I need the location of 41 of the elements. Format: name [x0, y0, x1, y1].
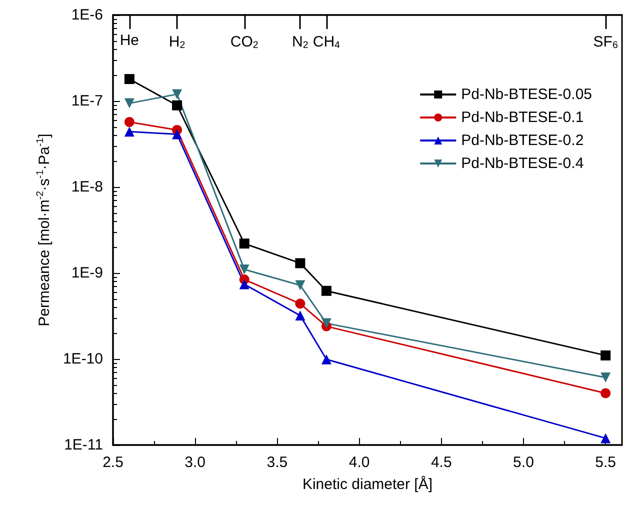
x-tick-label: 2.5 [102, 454, 124, 471]
x-tick-label: 4.0 [348, 454, 370, 471]
x-axis-title: Kinetic diameter [Å] [302, 475, 433, 493]
x-tick-label: 4.5 [430, 454, 452, 471]
point [600, 372, 611, 382]
legend-label: Pd-Nb-BTESE-0.4 [461, 155, 584, 172]
legend-label: Pd-Nb-BTESE-0.05 [461, 86, 592, 103]
point [295, 280, 306, 290]
x-tick-label: 5.5 [595, 454, 616, 471]
point [239, 264, 250, 274]
y-tick-label: 1E-6 [71, 6, 103, 24]
point [124, 116, 134, 127]
point [124, 126, 134, 137]
point [172, 89, 182, 100]
x-tick-label: 5.0 [513, 454, 534, 471]
point [321, 286, 332, 296]
point [239, 279, 250, 290]
point [124, 98, 134, 108]
y-tick-label: 1E-11 [64, 436, 103, 454]
x-tick-label: 3.0 [184, 454, 206, 471]
legend-label: Pd-Nb-BTESE-0.1 [461, 109, 584, 126]
x-tick-label: 3.5 [266, 454, 288, 471]
point [239, 238, 250, 249]
point [321, 318, 332, 328]
point [600, 350, 611, 360]
y-tick-label: 1E-10 [62, 350, 103, 368]
point [172, 129, 182, 140]
point [295, 258, 306, 268]
y-tick-label: 1E-7 [71, 92, 103, 110]
point [600, 388, 611, 398]
point [295, 298, 306, 309]
annotation: He [120, 32, 140, 49]
point [321, 354, 332, 364]
point [295, 310, 306, 321]
point [600, 433, 611, 444]
y-axis-title: Permeance [mol·m-2·s-1·Pa-1] [35, 134, 53, 326]
point [172, 100, 182, 110]
y-tick-label: 1E-8 [71, 178, 103, 196]
y-tick-label: 1E-9 [71, 264, 103, 282]
legend-label: Pd-Nb-BTESE-0.2 [461, 132, 584, 149]
point [124, 74, 134, 84]
